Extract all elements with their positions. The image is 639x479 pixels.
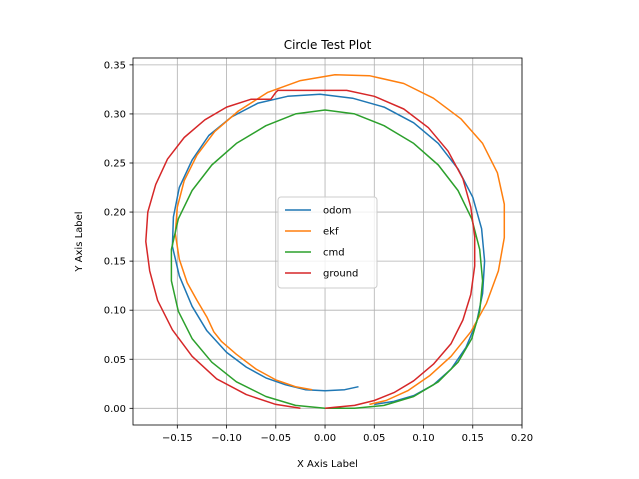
y-tick-label: 0.35	[104, 60, 126, 71]
y-tick-label: 0.05	[104, 355, 126, 366]
y-tick-label: 0.20	[104, 208, 126, 219]
y-axis-label: Y Axis Label	[74, 211, 85, 272]
y-tick-label: 0.10	[104, 306, 126, 317]
x-tick-label: −0.10	[211, 433, 242, 444]
axes-frame	[132, 57, 523, 426]
x-tick-label: 0.00	[314, 433, 336, 444]
series-line-ground	[145, 89, 476, 410]
y-tick-label: 0.00	[104, 404, 126, 415]
series-line-cmd	[170, 109, 484, 410]
y-tick-label: 0.15	[104, 257, 126, 268]
x-tick-label: 0.20	[511, 433, 533, 444]
legend-box	[277, 196, 378, 289]
ticks: −0.15 −0.10 −0.05 0.00 0.05 0.10 0.15 0.20 0.00 0…	[104, 60, 533, 444]
legend-label-cmd: cmd	[323, 248, 345, 259]
x-tick-label: 0.05	[363, 433, 385, 444]
x-axis-label: X Axis Label	[297, 459, 358, 470]
x-tick-label: 0.10	[412, 433, 434, 444]
chart-title: Circle Test Plot	[284, 38, 372, 52]
plot-lines	[145, 73, 506, 410]
x-tick-label: −0.05	[260, 433, 291, 444]
legend-label-ekf: ekf	[323, 227, 339, 238]
legend-label-ground: ground	[323, 269, 358, 280]
x-tick-label: −0.15	[162, 433, 193, 444]
legend: odom ekf cmd ground	[277, 196, 378, 289]
x-tick-label: 0.15	[462, 433, 484, 444]
series-line-ekf	[174, 73, 506, 406]
y-tick-label: 0.30	[104, 109, 126, 120]
y-tick-label: 0.25	[104, 158, 126, 169]
legend-label-odom: odom	[323, 206, 351, 217]
